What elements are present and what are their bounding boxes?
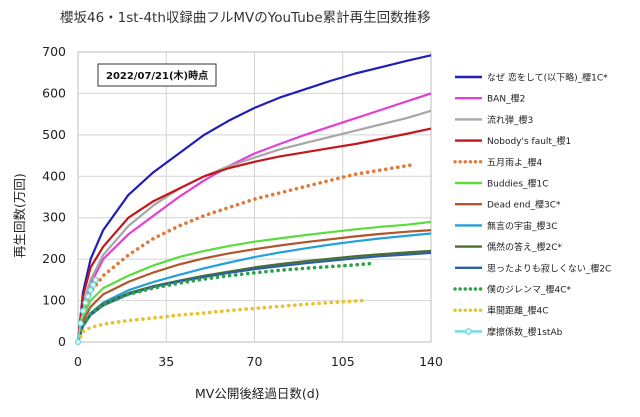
legend-label-2: 流れ弾_櫻3	[487, 114, 533, 126]
x-tick-label: 70	[247, 354, 263, 369]
series-marker-12	[84, 293, 92, 300]
legend-marker-12	[465, 328, 472, 335]
y-tick-label: 600	[42, 85, 66, 100]
series-line-11	[76, 298, 365, 344]
y-tick-label: 300	[42, 210, 66, 225]
y-tick-label: 200	[42, 251, 66, 266]
series-line-9	[76, 251, 432, 343]
legend-label-3: Nobody's fault_櫻1	[487, 135, 571, 147]
legend-label-11: 車間距離_櫻4C	[487, 305, 549, 317]
legend-label-8: 偶然の答え_櫻2C*	[487, 241, 563, 253]
y-tick-label: 400	[42, 168, 66, 183]
legend-label-0: なぜ 恋をして(以下略)_櫻1C*	[487, 72, 608, 84]
legend-label-9: 思ったよりも寂しくない_櫻2C	[487, 262, 611, 274]
y-tick-label: 0	[58, 334, 66, 349]
series-marker-12	[82, 299, 89, 306]
series-marker-12	[77, 320, 84, 327]
axes: 0 100 200 300 400 500 600 700 0 35 70 105 140	[42, 44, 443, 369]
legend-label-12: 摩擦係数_櫻1stAb	[487, 326, 563, 338]
legend-label-6: Dead end_櫻3C*	[487, 199, 561, 211]
series-marker-12	[87, 287, 94, 294]
y-tick-label: 500	[42, 127, 66, 142]
legend-label-7: 無言の宇宙_櫻3C	[487, 220, 558, 232]
series-marker-12	[74, 338, 82, 346]
y-tick-label: 100	[42, 293, 66, 308]
legend-label-4: 五月雨よ_櫻4	[487, 156, 543, 168]
series-line-5	[76, 220, 432, 343]
series-line-0	[76, 54, 432, 343]
annotation-box: 2022/07/21(木)時点	[97, 63, 217, 87]
series-line-6	[76, 229, 432, 343]
x-tick-label: 0	[74, 354, 82, 369]
series-line-4	[76, 162, 416, 344]
y-axis-label: 再生回数(万回)	[12, 173, 27, 258]
chart-title: 櫻坂46・1st-4th収録曲フルMVのYouTube累計再生回数推移	[60, 9, 431, 26]
series-line-10	[76, 261, 375, 344]
series-line-2	[76, 109, 432, 343]
series-layer	[74, 54, 432, 346]
annotation-text: 2022/07/21(木)時点	[106, 69, 208, 82]
series-marker-12	[92, 276, 99, 283]
plot-frame	[77, 51, 432, 343]
series-marker-12	[79, 307, 87, 315]
x-axis-label: MV公開後経過日数(d)	[195, 386, 320, 401]
annotation-frame	[97, 63, 217, 87]
legend: なぜ 恋をして(以下略)_櫻1C* BAN_櫻2 流れ弾_櫻3 Nobody's fa…	[453, 72, 611, 338]
legend-label-5: Buddies_櫻1C	[487, 178, 549, 190]
series-line-3	[76, 127, 432, 343]
legend-label-1: BAN_櫻2	[487, 93, 525, 105]
legend-label-10: 僕のジレンマ_櫻4C*	[487, 284, 572, 296]
series-marker-12	[90, 281, 97, 288]
grid	[77, 51, 432, 343]
x-tick-label: 140	[419, 354, 443, 369]
x-tick-label: 35	[158, 354, 174, 369]
x-tick-label: 105	[331, 354, 355, 369]
y-tick-label: 700	[42, 44, 66, 59]
